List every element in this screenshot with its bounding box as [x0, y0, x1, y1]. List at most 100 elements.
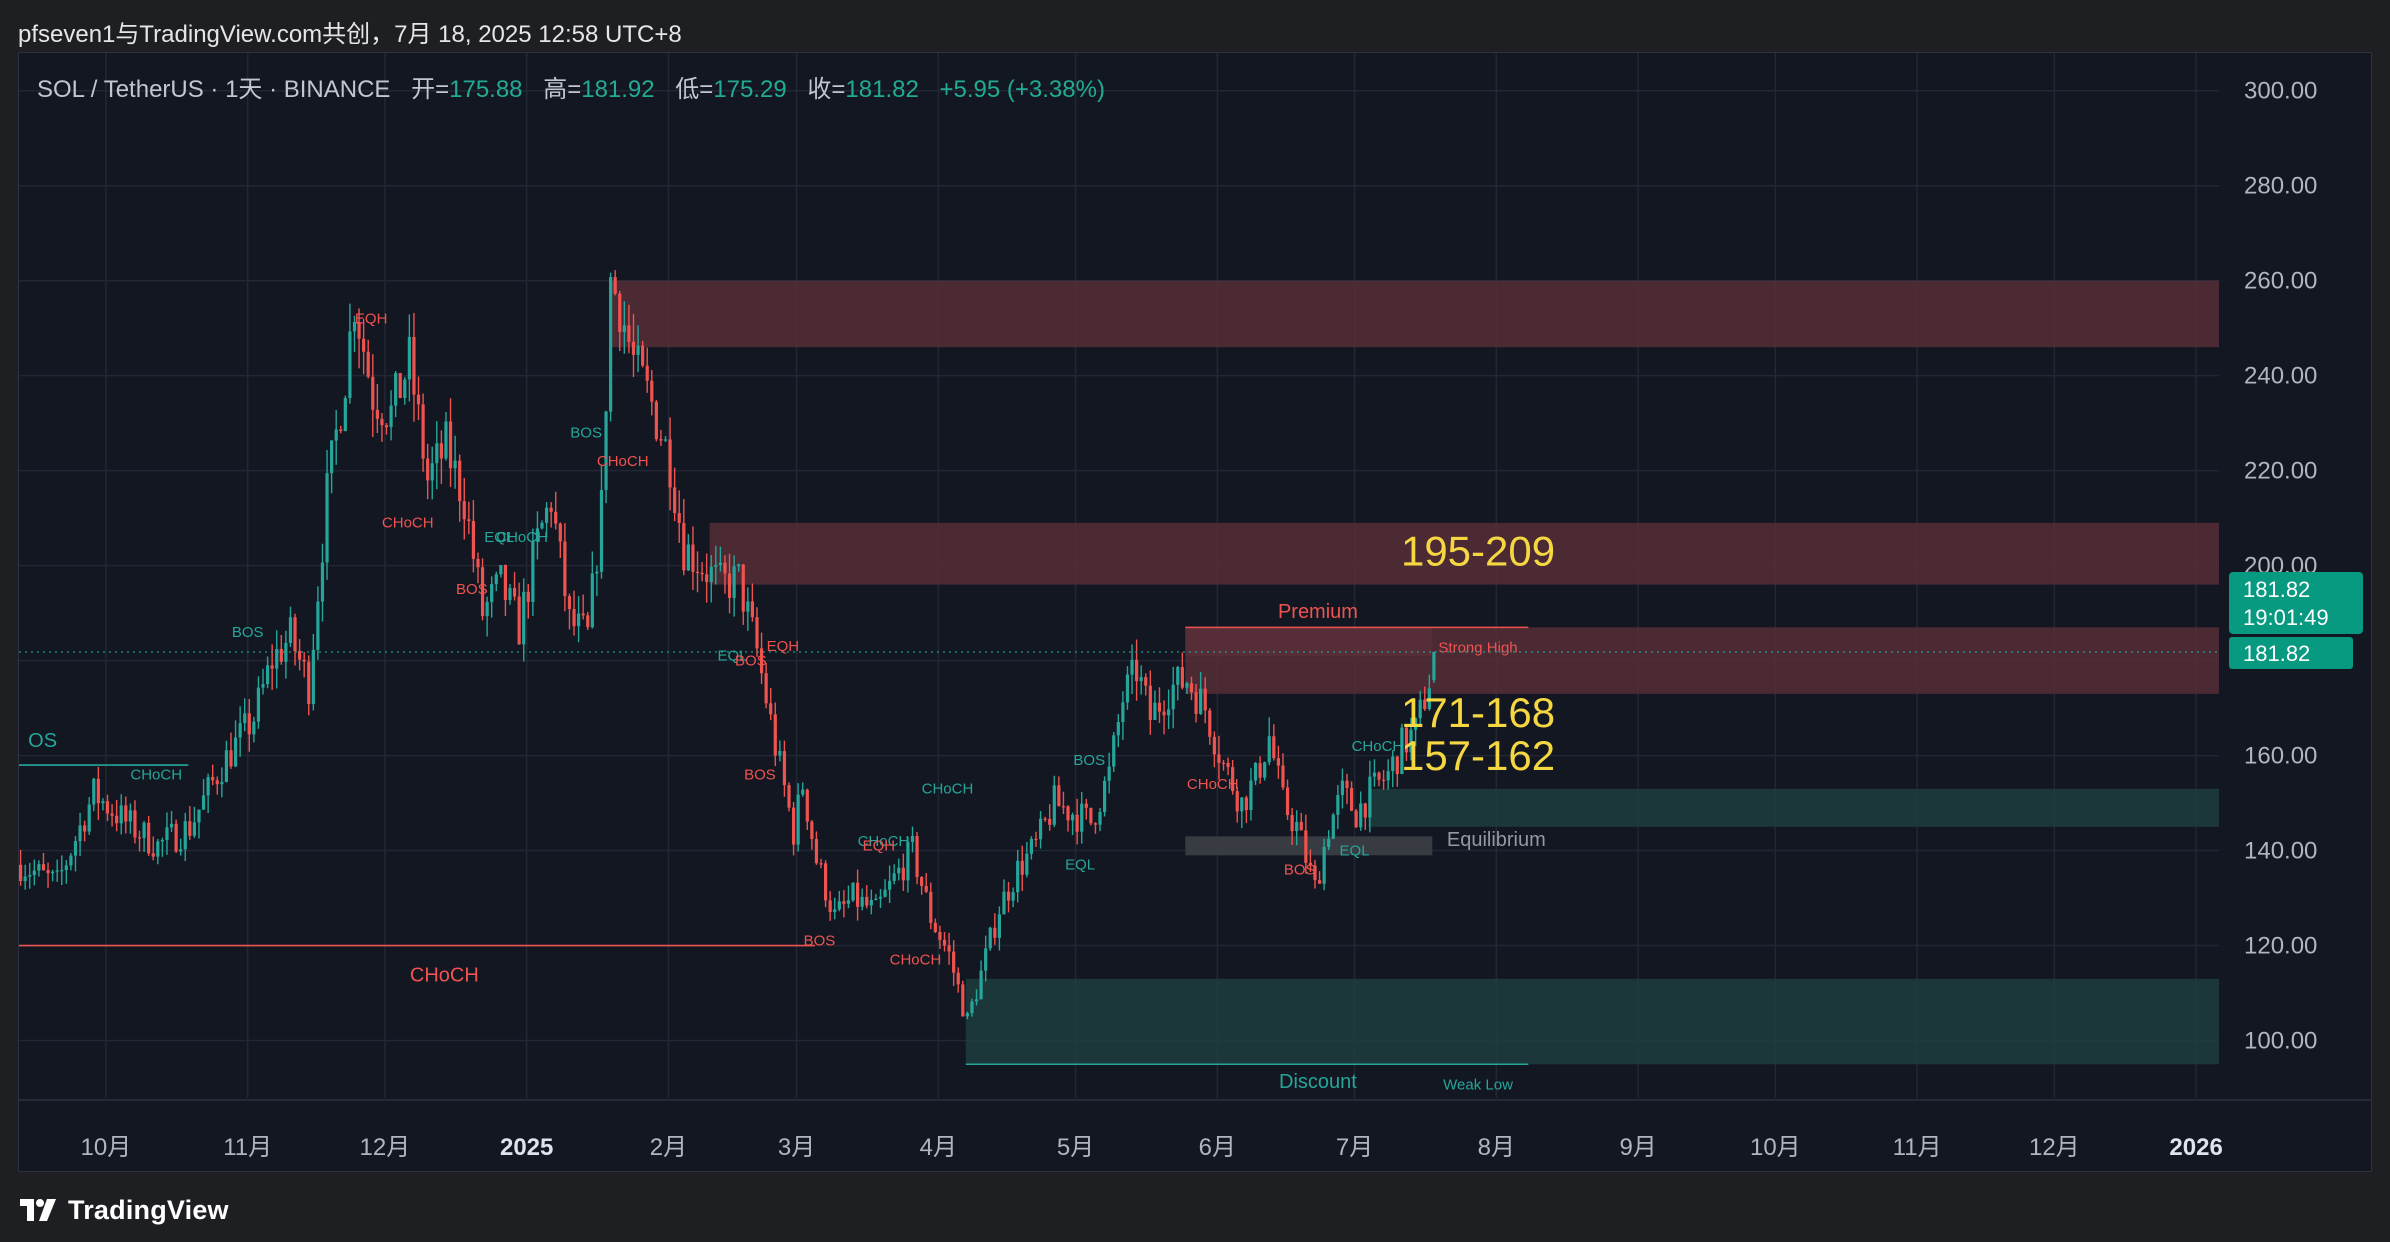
- low-label: 低=: [675, 76, 714, 103]
- candle-body: [851, 882, 855, 901]
- candle-body: [1107, 766, 1111, 781]
- candle-body: [910, 835, 915, 843]
- candle-body: [1372, 772, 1377, 777]
- candle-body: [444, 421, 448, 459]
- candle-body: [275, 648, 279, 669]
- candle-body: [371, 376, 375, 410]
- candle-body: [874, 898, 878, 900]
- candle-body: [330, 440, 334, 474]
- candle-body: [339, 429, 343, 432]
- candle-body: [659, 439, 663, 441]
- structure-marker: EQH: [767, 638, 800, 655]
- candle-body: [595, 571, 599, 574]
- candle-body: [1057, 785, 1061, 807]
- candle-body: [604, 411, 608, 491]
- candle-body: [705, 574, 709, 583]
- candle-body: [416, 394, 421, 405]
- candle-body: [947, 945, 951, 952]
- candle-body: [1368, 776, 1372, 818]
- structure-marker: EQH: [863, 838, 896, 855]
- candle-body: [32, 870, 36, 876]
- candle-body: [28, 875, 32, 877]
- candle-body: [320, 562, 325, 602]
- candle-body: [1189, 683, 1194, 693]
- candle-body: [846, 900, 851, 904]
- candle-body: [147, 822, 151, 854]
- candle-body: [1349, 787, 1354, 811]
- candle-body: [494, 574, 498, 585]
- candle-body: [471, 520, 476, 559]
- candle-body: [334, 429, 338, 441]
- candle-body: [892, 873, 896, 881]
- candle-body: [165, 827, 169, 840]
- candle-body: [302, 659, 306, 662]
- candle-body: [1235, 791, 1239, 812]
- candle-body: [1144, 677, 1148, 686]
- candle-body: [229, 750, 233, 767]
- candle-body: [1080, 803, 1084, 832]
- candle-body: [650, 380, 654, 402]
- candle-body: [430, 463, 434, 481]
- candle-body: [517, 596, 521, 645]
- candle-body: [1025, 853, 1029, 875]
- candle-body: [1226, 762, 1230, 768]
- candle-body: [83, 825, 87, 832]
- structure-marker: CHoCH: [597, 453, 649, 470]
- candle-body: [64, 865, 68, 871]
- candle-body: [1116, 722, 1120, 736]
- candle-body: [462, 501, 466, 520]
- x-axis-tick-label: 12月: [2029, 1134, 2080, 1161]
- candle-body: [1199, 688, 1203, 714]
- candle-body: [252, 721, 256, 735]
- candle-body: [41, 864, 46, 871]
- candle-body: [737, 564, 741, 567]
- candle-body: [1016, 860, 1020, 893]
- chart-panel[interactable]: CHoCH OS Strong High Weak Low EQH BOS CHoCH CHo…: [18, 52, 2372, 1172]
- candle-body: [1075, 814, 1079, 832]
- candle-body: [1029, 838, 1034, 854]
- candle-body: [215, 780, 219, 785]
- high-value: 181.92: [581, 76, 655, 103]
- candle-body: [535, 528, 540, 542]
- candle-body: [1290, 815, 1294, 832]
- candle-body: [531, 541, 535, 602]
- candle-body: [69, 855, 73, 866]
- candle-body: [856, 882, 860, 907]
- candle-body: [901, 867, 905, 881]
- candle-body: [773, 714, 777, 756]
- candle-body: [1285, 787, 1290, 816]
- candle-body: [1038, 818, 1043, 840]
- candle-body: [78, 825, 82, 842]
- y-axis-tick-label: 100.00: [2244, 1028, 2317, 1055]
- candle-body: [641, 345, 645, 366]
- candle-body: [101, 801, 105, 804]
- price-badge-box-2: [2229, 636, 2353, 669]
- structure-marker: EQL: [484, 529, 514, 546]
- candle-body: [1253, 763, 1258, 781]
- ohlc-legend: SOL / TetherUS · 1天 · BINANCE 开=175.88 高…: [37, 69, 1105, 104]
- candle-body: [1395, 756, 1399, 775]
- premium-zone: [709, 522, 2219, 585]
- candle-body: [695, 571, 700, 574]
- x-axis-tick-label: 10月: [1750, 1134, 1801, 1161]
- x-axis-tick-label: 2026: [2169, 1134, 2222, 1161]
- candle-body: [169, 823, 174, 828]
- candle-body: [965, 1013, 969, 1017]
- footer-brand[interactable]: TradingView: [18, 1190, 229, 1230]
- structure-marker: BOS: [744, 766, 776, 783]
- candle-body: [1162, 711, 1166, 716]
- candle-body: [618, 293, 622, 333]
- candle-body: [174, 823, 178, 852]
- candle-body: [1427, 688, 1431, 710]
- structure-label: Strong High: [1438, 639, 1517, 656]
- candle-body: [73, 841, 78, 856]
- symbol-label[interactable]: SOL / TetherUS · 1天 · BINANCE: [37, 76, 391, 103]
- x-axis-tick-label: 11月: [1893, 1134, 1942, 1161]
- candle-body: [810, 821, 814, 839]
- candle-body: [787, 785, 791, 808]
- candle-body: [942, 939, 947, 946]
- candle-body: [700, 572, 704, 575]
- candle-body: [1418, 699, 1422, 719]
- candle-body: [1363, 803, 1367, 818]
